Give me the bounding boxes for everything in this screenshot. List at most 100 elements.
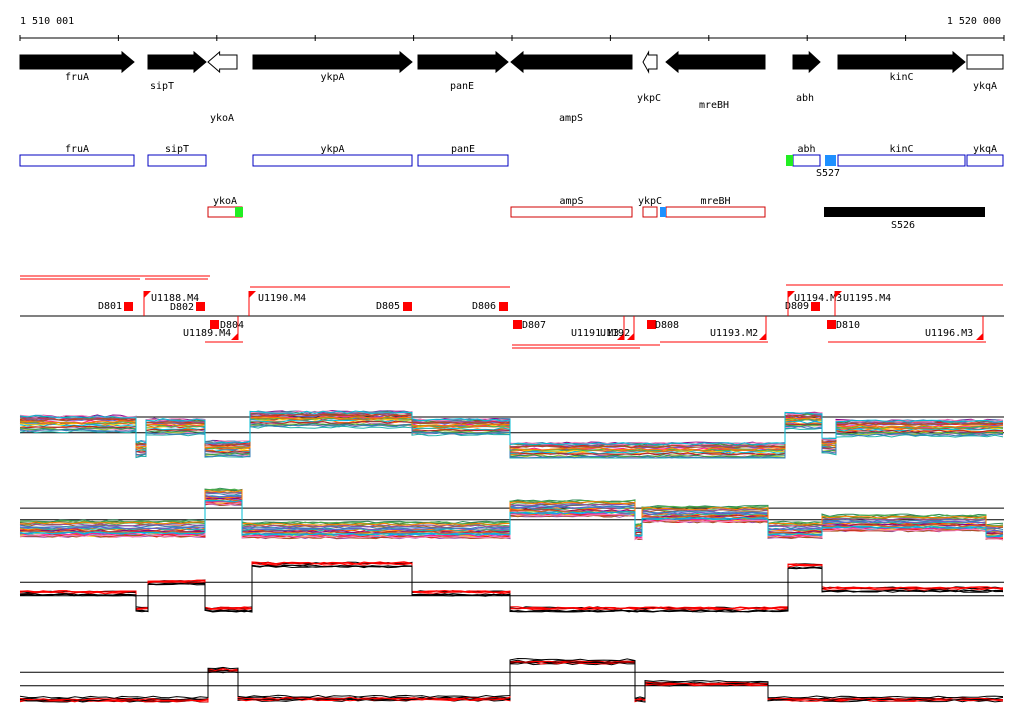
expression-profile-line bbox=[19, 660, 1004, 702]
probe-flag-u1188-m4 bbox=[144, 291, 151, 298]
reverse-box-label-amps: ampS bbox=[559, 196, 583, 207]
probe-label-u1188-m4: U1188.M4 bbox=[151, 293, 199, 304]
probe-label-u1192: U1192 bbox=[600, 328, 630, 339]
expression-profile-line bbox=[19, 562, 1004, 611]
forward-box-label-kinc: kinC bbox=[889, 144, 913, 155]
gene-label-frua: fruA bbox=[65, 72, 89, 83]
forward-box-label-pane: panE bbox=[451, 144, 475, 155]
forward-box-ykqa bbox=[966, 154, 1004, 167]
gene-label-ykoa: ykoA bbox=[210, 113, 234, 124]
gene-label-mrebh: mreBH bbox=[699, 100, 729, 111]
probe-flag-u1193-m2 bbox=[759, 333, 766, 340]
reverse-box-amps bbox=[510, 206, 633, 218]
expression-profile-line bbox=[19, 490, 1004, 528]
expression-panels bbox=[19, 409, 1004, 703]
expression-profile-line bbox=[19, 564, 1004, 613]
reverse-box-label-ykpc: ykpC bbox=[638, 196, 662, 207]
expression-profile-line bbox=[19, 662, 1004, 703]
forward-box-label-ykpa: ykpA bbox=[320, 144, 344, 155]
reverse-box-label-ykoa: ykoA bbox=[213, 196, 237, 207]
probe-flag-u1196-m3 bbox=[976, 333, 983, 340]
probe-label-d802: D802 bbox=[170, 302, 194, 313]
gene-arrow-kinc bbox=[837, 50, 966, 74]
gene-arrow-ykpc bbox=[642, 50, 658, 74]
probe-label-u1193-m2: U1193.M2 bbox=[710, 328, 758, 339]
reverse-box-ykpc bbox=[642, 206, 658, 218]
probe-label-d810: D810 bbox=[836, 320, 860, 331]
expression-profile-line bbox=[19, 561, 1004, 610]
expression-panel-all-conditions-reverse bbox=[19, 487, 1004, 541]
reverse-box-mrebh bbox=[665, 206, 766, 218]
probe-flag-u1191-m3 bbox=[627, 333, 634, 340]
expression-profile-line bbox=[20, 660, 1004, 702]
expression-profile-line bbox=[20, 420, 1004, 456]
gene-label-abh: abh bbox=[796, 93, 814, 104]
gene-arrow-amps bbox=[510, 50, 633, 74]
probe-label-u1189-m4: U1189.M4 bbox=[183, 328, 231, 339]
probe-box-d809 bbox=[811, 302, 820, 311]
probe-flag-u1189-m4 bbox=[231, 333, 238, 340]
probe-label-d808: D808 bbox=[655, 320, 679, 331]
expression-profile-line bbox=[19, 659, 1004, 701]
expression-profile-line bbox=[19, 415, 1004, 451]
gene-arrow-track: fruA sipT ykoA ykpA panE ampS ykpC mreBH abh kinC… bbox=[19, 50, 1004, 124]
expression-profile-line bbox=[19, 561, 1004, 610]
gene-arrow-sipt bbox=[147, 50, 207, 74]
expression-profile-line bbox=[19, 502, 1004, 541]
expression-panel-selected-forward bbox=[19, 561, 1004, 613]
mreBH-blue-marker bbox=[660, 207, 666, 217]
probe-label-u1191-m3: U1191.M3 bbox=[571, 328, 619, 339]
probe-label-u1196-m3: U1196.M3 bbox=[925, 328, 973, 339]
expression-profile-line bbox=[19, 413, 1004, 449]
expression-profile-line bbox=[19, 491, 1004, 529]
probe-flag-u1195-m4 bbox=[835, 291, 842, 298]
forward-box-label-abh: abh bbox=[797, 144, 815, 155]
probe-box-d802 bbox=[196, 302, 205, 311]
probe-flag-u1192 bbox=[617, 333, 624, 340]
gene-label-pane: panE bbox=[450, 81, 474, 92]
reverse-annotation-track: ykoA ampS ykpC mreBH bbox=[207, 196, 766, 218]
probe-label-d805: D805 bbox=[376, 301, 400, 312]
expression-profile-line bbox=[19, 494, 1004, 533]
expression-panel-all-conditions-forward bbox=[19, 409, 1004, 459]
ruler-end-label: 1 520 000 bbox=[947, 16, 1001, 27]
forward-box-abh bbox=[792, 154, 821, 167]
probe-box-d801 bbox=[124, 302, 133, 311]
probe-label-d804: D804 bbox=[220, 320, 244, 331]
feature-label-s526: S526 bbox=[891, 220, 915, 231]
expression-profile-line bbox=[19, 661, 1004, 703]
probe-label-d801: D801 bbox=[98, 301, 122, 312]
expression-profile-line bbox=[19, 492, 1004, 531]
expression-profile-line bbox=[19, 489, 1004, 528]
probe-label-d806: D806 bbox=[472, 301, 496, 312]
feature-label-s527: S527 bbox=[816, 168, 840, 179]
feature-box-s527 bbox=[825, 155, 836, 166]
expression-profile-line bbox=[19, 564, 1004, 613]
gene-arrow-frua bbox=[19, 50, 135, 74]
expression-profile-line bbox=[19, 499, 1004, 537]
probe-label-d809: D809 bbox=[785, 301, 809, 312]
probe-box-d807 bbox=[513, 320, 522, 329]
gene-label-kinc: kinC bbox=[889, 72, 913, 83]
expression-profile-line bbox=[19, 561, 1004, 610]
probe-flag-u1194-m3 bbox=[788, 291, 795, 298]
forward-box-kinc bbox=[837, 154, 966, 167]
probe-label-u1190-m4: U1190.M4 bbox=[258, 293, 306, 304]
probe-label-d807: D807 bbox=[522, 320, 546, 331]
expression-profile-line bbox=[19, 657, 1004, 699]
forward-annotation-track: fruA sipT ykpA panE abh kinC ykqA bbox=[19, 144, 1004, 167]
expression-profile-line bbox=[19, 410, 1004, 446]
gene-arrow-ykqa bbox=[966, 54, 1004, 70]
forward-box-label-sipt: sipT bbox=[165, 144, 189, 155]
forward-box-sipt bbox=[147, 154, 207, 167]
forward-box-frua bbox=[19, 154, 135, 167]
ykoA-green-marker bbox=[235, 207, 243, 217]
abh-green-marker bbox=[786, 155, 793, 166]
gene-arrow-abh bbox=[792, 50, 821, 74]
gene-label-ykpa: ykpA bbox=[320, 72, 344, 83]
probe-label-u1195-m4: U1195.M4 bbox=[843, 293, 891, 304]
probe-box-d806 bbox=[499, 302, 508, 311]
